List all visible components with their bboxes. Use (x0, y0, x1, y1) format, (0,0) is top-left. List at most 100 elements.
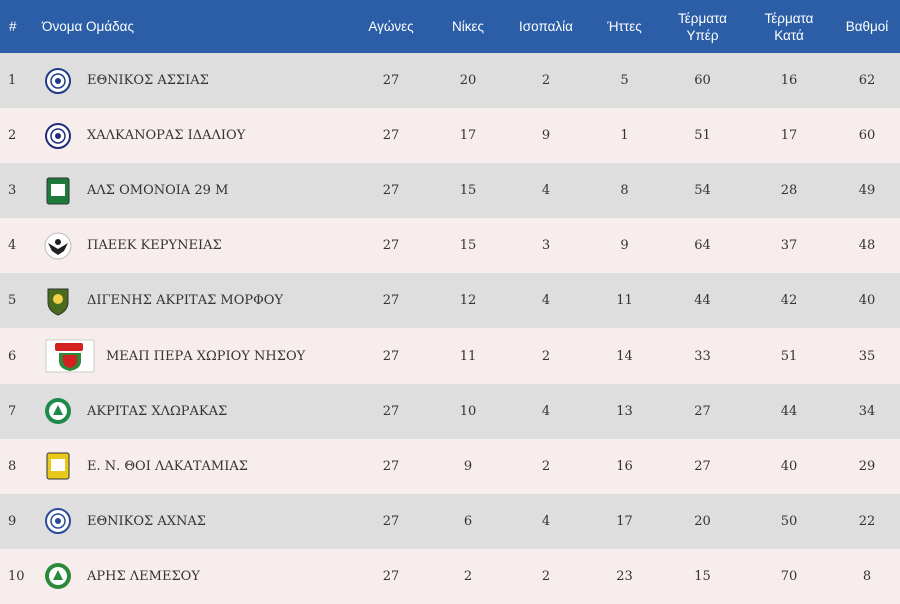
header-wins[interactable]: Νίκες (451, 19, 485, 34)
wins-cell: 15 (459, 183, 477, 199)
draws-cell: 2 (541, 348, 551, 364)
team-wrap: ΜΕΑΠ ΠΕΡΑ ΧΩΡΙΟΥ ΝΗΣΟΥ (42, 339, 346, 373)
draws-cell: 3 (541, 238, 551, 254)
akritas-crest-icon[interactable] (44, 395, 72, 427)
team-cell[interactable]: ΑΡΗΣ ΛΕΜΕΣΟΥ (40, 549, 350, 604)
digenis-shield-crest-icon[interactable] (44, 285, 72, 317)
omonoia-crest-icon[interactable] (44, 175, 72, 207)
played-cell: 27 (382, 183, 400, 199)
team-cell[interactable]: ΕΘΝΙΚΟΣ ΑΧΝΑΣ (40, 494, 350, 549)
team-wrap: Ε. Ν. ΘΟΙ ΛΑΚΑΤΑΜΙΑΣ (42, 450, 346, 482)
team-cell[interactable]: ΔΙΓΕΝΗΣ ΑΚΡΙΤΑΣ ΜΟΡΦΟΥ (40, 273, 350, 328)
chalkanoras-crest-icon[interactable] (44, 120, 72, 152)
team-cell[interactable]: ΑΚΡΙΤΑΣ ΧΛΩΡΑΚΑΣ (40, 384, 350, 439)
header-rank[interactable]: # (9, 19, 17, 34)
table-row[interactable]: 6 ΜΕΑΠ ΠΕΡΑ ΧΩΡΙΟΥ ΝΗΣΟΥ 27 11 2 14 33 51 35 (0, 328, 900, 384)
header-team[interactable]: Όνομα Ομάδας (42, 19, 134, 34)
goals-for-cell: 60 (694, 73, 711, 89)
team-wrap: ΕΘΝΙΚΟΣ ΑΣΣΙΑΣ (42, 65, 346, 97)
losses-cell: 14 (616, 348, 633, 364)
team-name-link[interactable]: ΕΘΝΙΚΟΣ ΑΣΣΙΑΣ (87, 73, 209, 89)
draws-cell: 4 (541, 183, 551, 199)
goals-against-cell: 70 (780, 568, 798, 584)
points-cell: 29 (858, 458, 876, 474)
team-cell[interactable]: ΜΕΑΠ ΠΕΡΑ ΧΩΡΙΟΥ ΝΗΣΟΥ (40, 328, 350, 383)
paeek-eagle-crest-icon[interactable] (44, 230, 72, 262)
draws-cell: 4 (541, 513, 551, 529)
aris-crest-icon[interactable] (44, 560, 72, 592)
header-goals-against-line2: Κατά (774, 27, 804, 43)
goals-against-cell: 28 (780, 183, 798, 199)
rank-cell: 5 (8, 293, 17, 309)
table-row[interactable]: 2 ΧΑΛΚΑΝΟΡΑΣ ΙΔΑΛΙΟΥ 27 17 9 1 51 17 60 (0, 108, 900, 164)
played-cell: 27 (382, 403, 400, 419)
team-name-link[interactable]: ΜΕΑΠ ΠΕΡΑ ΧΩΡΙΟΥ ΝΗΣΟΥ (106, 348, 306, 364)
header-goals-against-line1: Τέρματα (764, 10, 814, 26)
team-name-link[interactable]: ΠΑΕΕΚ ΚΕΡΥΝΕΙΑΣ (87, 238, 222, 254)
wins-cell: 9 (463, 458, 473, 474)
goals-for-cell: 51 (694, 128, 711, 144)
rank-cell: 4 (8, 238, 17, 254)
table-row[interactable]: 10 ΑΡΗΣ ΛΕΜΕΣΟΥ 27 2 2 23 15 70 8 (0, 548, 900, 604)
table-row[interactable]: 9 ΕΘΝΙΚΟΣ ΑΧΝΑΣ 27 6 4 17 20 50 22 (0, 493, 900, 549)
losses-cell: 8 (620, 183, 629, 199)
goals-against-cell: 51 (780, 348, 798, 364)
team-cell[interactable]: Ε. Ν. ΘΟΙ ΛΑΚΑΤΑΜΙΑΣ (40, 439, 350, 494)
rank-cell: 2 (8, 128, 17, 144)
header-goals-for-line1: Τέρματα (678, 10, 727, 26)
header-draws[interactable]: Ισοπαλία (519, 19, 573, 34)
header-losses[interactable]: Ήττες (607, 19, 642, 34)
goals-for-cell: 15 (694, 568, 711, 584)
played-cell: 27 (382, 238, 400, 254)
team-cell[interactable]: ΕΘΝΙΚΟΣ ΑΣΣΙΑΣ (40, 53, 350, 108)
team-cell[interactable]: ΧΑΛΚΑΝΟΡΑΣ ΙΔΑΛΙΟΥ (40, 108, 350, 163)
team-cell[interactable]: ΠΑΕΕΚ ΚΕΡΥΝΕΙΑΣ (40, 218, 350, 273)
header-points[interactable]: Βαθμοί (845, 19, 889, 34)
team-name-link[interactable]: ΕΘΝΙΚΟΣ ΑΧΝΑΣ (87, 513, 206, 529)
losses-cell: 1 (620, 128, 629, 144)
header-goals-against[interactable]: Τέρματα Κατά (744, 0, 834, 53)
team-wrap: ΠΑΕΕΚ ΚΕΡΥΝΕΙΑΣ (42, 230, 346, 262)
header-goals-for[interactable]: Τέρματα Υπέρ (661, 0, 744, 53)
team-name-link[interactable]: ΔΙΓΕΝΗΣ ΑΚΡΙΤΑΣ ΜΟΡΦΟΥ (87, 293, 284, 309)
goals-for-cell: 27 (694, 458, 711, 474)
wins-cell: 17 (459, 128, 477, 144)
ethnikos-assias-crest-icon[interactable] (44, 65, 72, 97)
thoi-crest-icon[interactable] (44, 450, 72, 482)
team-name-link[interactable]: Ε. Ν. ΘΟΙ ΛΑΚΑΤΑΜΙΑΣ (87, 458, 248, 474)
table-row[interactable]: 4 ΠΑΕΕΚ ΚΕΡΥΝΕΙΑΣ 27 15 3 9 64 37 48 (0, 218, 900, 274)
ethnikos-achnas-crest-icon[interactable] (44, 505, 72, 537)
team-wrap: ΔΙΓΕΝΗΣ ΑΚΡΙΤΑΣ ΜΟΡΦΟΥ (42, 285, 346, 317)
table-row[interactable]: 5 ΔΙΓΕΝΗΣ ΑΚΡΙΤΑΣ ΜΟΡΦΟΥ 27 12 4 11 44 42 40 (0, 273, 900, 329)
played-cell: 27 (382, 458, 400, 474)
goals-against-cell: 50 (780, 513, 798, 529)
wins-cell: 10 (459, 403, 477, 419)
losses-cell: 11 (616, 293, 633, 309)
team-wrap: ΕΘΝΙΚΟΣ ΑΧΝΑΣ (42, 505, 346, 537)
table-row[interactable]: 7 ΑΚΡΙΤΑΣ ΧΛΩΡΑΚΑΣ 27 10 4 13 27 44 34 (0, 383, 900, 439)
goals-against-cell: 40 (780, 458, 798, 474)
draws-cell: 2 (541, 568, 551, 584)
points-cell: 8 (862, 568, 872, 584)
team-cell[interactable]: ΑΛΣ ΟΜΟΝΟΙΑ 29 Μ (40, 163, 350, 218)
header-goals-for-line2: Υπέρ (686, 27, 719, 43)
team-name-link[interactable]: ΧΑΛΚΑΝΟΡΑΣ ΙΔΑΛΙΟΥ (87, 128, 246, 144)
meap-crest-icon[interactable] (44, 339, 96, 373)
played-cell: 27 (382, 293, 400, 309)
team-name-link[interactable]: ΑΚΡΙΤΑΣ ΧΛΩΡΑΚΑΣ (87, 403, 228, 419)
header-played[interactable]: Αγώνες (368, 19, 414, 34)
points-cell: 35 (858, 348, 876, 364)
played-cell: 27 (382, 128, 400, 144)
table-row[interactable]: 1 ΕΘΝΙΚΟΣ ΑΣΣΙΑΣ 27 20 2 5 60 16 62 (0, 53, 900, 109)
goals-for-cell: 44 (694, 293, 711, 309)
rank-cell: 1 (8, 73, 17, 89)
team-name-link[interactable]: ΑΡΗΣ ΛΕΜΕΣΟΥ (87, 568, 200, 584)
goals-for-cell: 33 (694, 348, 711, 364)
team-name-link[interactable]: ΑΛΣ ΟΜΟΝΟΙΑ 29 Μ (87, 183, 229, 199)
draws-cell: 4 (541, 293, 551, 309)
table-row[interactable]: 3 ΑΛΣ ΟΜΟΝΟΙΑ 29 Μ 27 15 4 8 54 28 49 (0, 163, 900, 219)
wins-cell: 20 (459, 73, 477, 89)
team-wrap: ΑΛΣ ΟΜΟΝΟΙΑ 29 Μ (42, 175, 346, 207)
table-row[interactable]: 8 Ε. Ν. ΘΟΙ ΛΑΚΑΤΑΜΙΑΣ 27 9 2 16 27 40 29 (0, 438, 900, 494)
